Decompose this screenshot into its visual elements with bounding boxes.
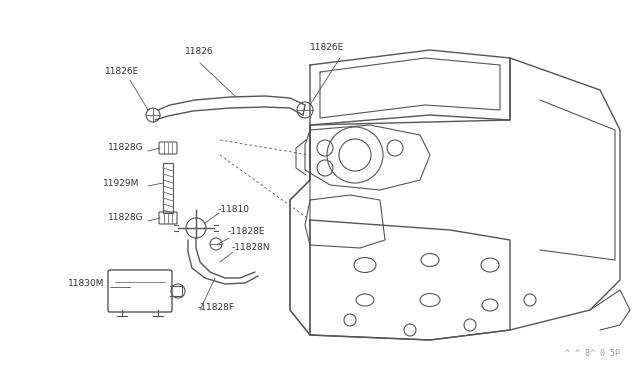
Bar — [163, 163, 173, 213]
Text: -11810: -11810 — [218, 205, 250, 215]
Text: 11929M: 11929M — [103, 179, 140, 187]
Text: 11830M: 11830M — [68, 279, 104, 289]
Text: 11828G: 11828G — [108, 144, 143, 153]
Text: 11826E: 11826E — [310, 44, 344, 52]
Text: 11826E: 11826E — [105, 67, 140, 77]
Text: -11828F: -11828F — [198, 302, 235, 311]
Text: ^ ^ 8^ 0 5P: ^ ^ 8^ 0 5P — [565, 349, 620, 358]
Text: 11828G: 11828G — [108, 214, 143, 222]
Text: -11828E: -11828E — [228, 228, 266, 237]
Text: -11828N: -11828N — [232, 244, 271, 253]
Text: 11826: 11826 — [185, 48, 214, 57]
